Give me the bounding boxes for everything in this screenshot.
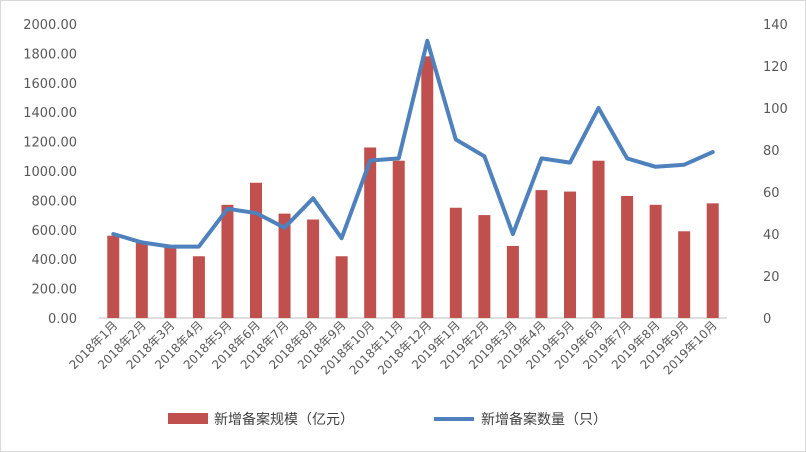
right-axis-labels: 0 20 40 60 80 100 120 140 — [763, 18, 788, 327]
bar-2019年3月 — [506, 245, 519, 318]
left-axis-tick-label: 1800.00 — [23, 47, 77, 62]
left-axis-tick-label: 600.00 — [32, 224, 78, 239]
right-axis-tick-label: 140 — [763, 18, 788, 33]
bar-2018年2月 — [135, 243, 148, 318]
bar-2018年6月 — [250, 182, 262, 318]
left-axis-tick-label: 1000.00 — [23, 165, 77, 180]
right-axis-tick-label: 80 — [763, 144, 780, 159]
bar-2018年7月 — [278, 213, 291, 318]
bar-2019年6月 — [592, 160, 605, 318]
left-axis-tick-label: 0.00 — [48, 312, 77, 327]
left-axis-tick-label: 400.00 — [32, 253, 78, 268]
right-axis-tick-label: 120 — [763, 60, 788, 75]
legend-line-label: 新增备案数量（只） — [481, 411, 607, 428]
line-series — [111, 38, 715, 249]
bar-2019年10月 — [706, 203, 719, 318]
right-axis-tick-label: 40 — [763, 228, 780, 243]
bar-2018年4月 — [192, 256, 205, 318]
line-path — [111, 38, 715, 249]
left-axis-tick-label: 200.00 — [32, 283, 78, 298]
right-axis-tick-label: 100 — [763, 102, 788, 117]
left-axis-tick-label: 800.00 — [32, 194, 78, 209]
bar-2018年11月 — [392, 160, 405, 318]
bar-2019年8月 — [649, 204, 662, 318]
left-axis-tick-label: 1600.00 — [23, 77, 77, 92]
legend-bar-swatch — [168, 413, 208, 424]
bar-2018年10月 — [364, 147, 377, 318]
left-axis-tick-label: 1200.00 — [23, 136, 77, 151]
bar-2018年12月 — [421, 56, 434, 319]
bar-2019年5月 — [564, 191, 576, 318]
bar-series — [107, 56, 719, 319]
left-axis-tick-label: 2000.00 — [23, 18, 77, 33]
bar-2018年9月 — [335, 256, 348, 318]
right-axis-tick-label: 60 — [763, 186, 780, 201]
left-axis-tick-label: 1400.00 — [23, 106, 77, 121]
bar-2019年7月 — [621, 195, 634, 318]
bar-2019年2月 — [478, 215, 491, 318]
legend-bar-label: 新增备案规模（亿元） — [214, 411, 354, 428]
bar-2019年4月 — [535, 190, 548, 318]
bar-2018年1月 — [107, 235, 120, 318]
x-axis-labels: 2018年1月2018年2月2018年3月2018年4月2018年5月2018年… — [67, 318, 720, 377]
bar-2019年9月 — [678, 231, 691, 318]
bar-2018年3月 — [164, 247, 177, 318]
legend: 新增备案规模（亿元） 新增备案数量（只） — [168, 411, 607, 428]
right-axis-tick-label: 0 — [763, 312, 771, 327]
bar-2018年5月 — [221, 204, 234, 318]
bar-2018年8月 — [307, 219, 320, 318]
left-axis-labels: 0.00 200.00 400.00 600.00 800.00 1000.00 1200.… — [23, 18, 77, 327]
right-axis-tick-label: 20 — [763, 270, 780, 285]
bar-2019年1月 — [449, 207, 462, 318]
